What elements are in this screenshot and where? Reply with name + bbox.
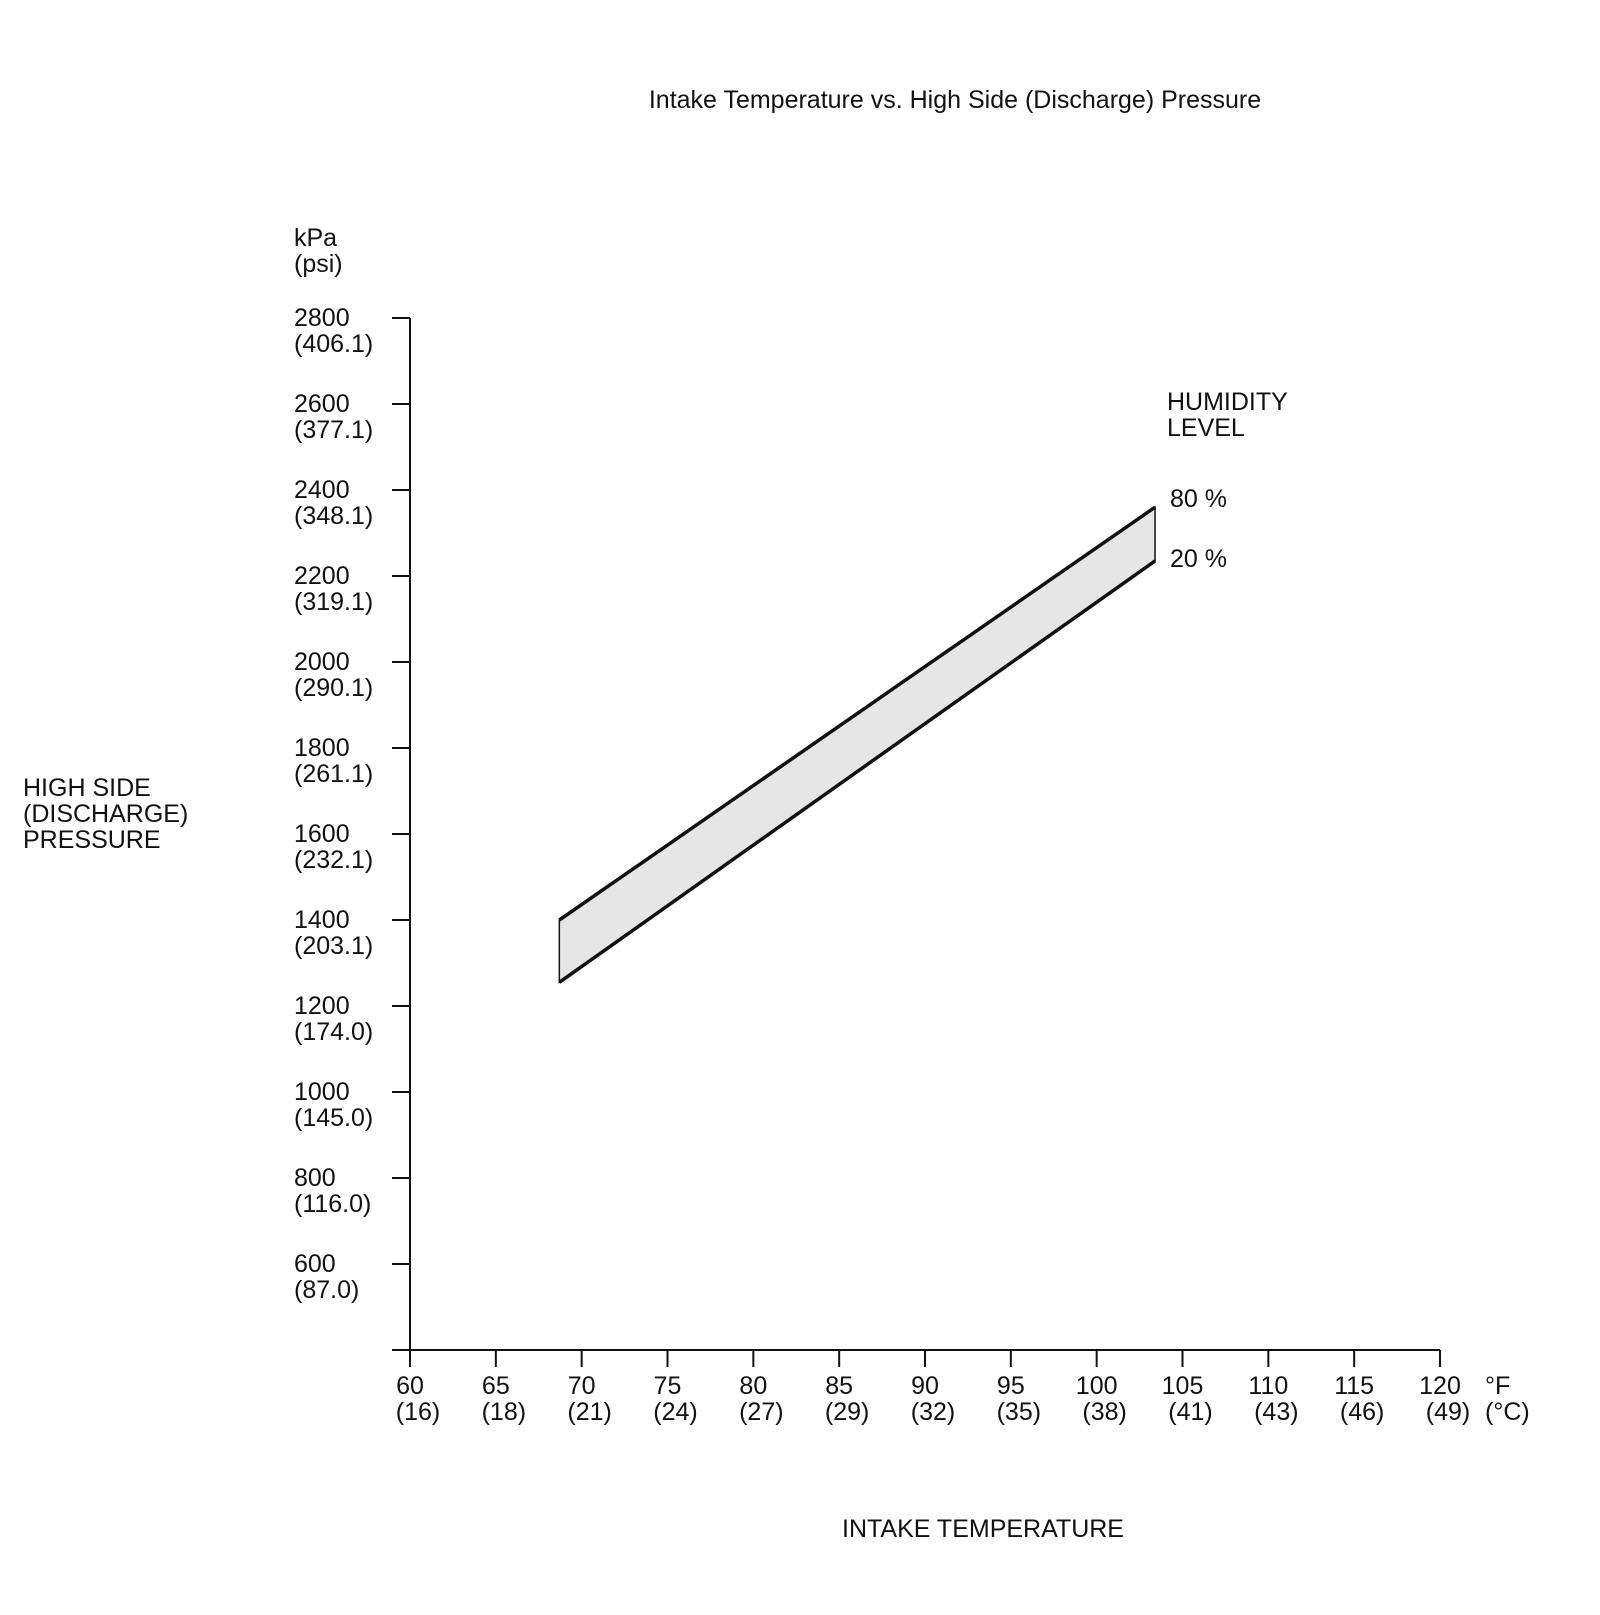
x-tick-label-celsius: (24) xyxy=(653,1398,697,1426)
x-tick-label-celsius: (38) xyxy=(1082,1398,1126,1426)
y-axis-title-line: (DISCHARGE) xyxy=(23,800,188,828)
x-tick-label-celsius: (27) xyxy=(739,1398,783,1426)
y-tick-label: 2400 xyxy=(294,476,350,504)
y-tick-label-psi: (87.0) xyxy=(294,1276,359,1304)
x-tick-label-celsius: (32) xyxy=(911,1398,955,1426)
x-tick-label-celsius: (29) xyxy=(825,1398,869,1426)
y-tick-label: 2000 xyxy=(294,648,350,676)
x-tick-label: 65 xyxy=(482,1372,510,1400)
x-tick-label: 70 xyxy=(568,1372,596,1400)
y-tick-label-psi: (203.1) xyxy=(294,932,373,960)
x-tick-label: 95 xyxy=(997,1372,1025,1400)
x-ticks: 60(16)65(18)70(21)75(24)80(27)85(29)90(3… xyxy=(396,1350,1470,1426)
y-axis-title-line: PRESSURE xyxy=(23,826,161,854)
y-tick-label-psi: (145.0) xyxy=(294,1104,373,1132)
y-tick-label: 1600 xyxy=(294,820,350,848)
y-tick-label-psi: (174.0) xyxy=(294,1018,373,1046)
series-label: 80 % xyxy=(1170,485,1227,513)
x-tick-label-celsius: (21) xyxy=(567,1398,611,1426)
x-unit-f: °F xyxy=(1485,1372,1510,1400)
x-tick-label: 110 xyxy=(1248,1372,1288,1400)
series-line-humidity-80 xyxy=(558,505,1157,922)
y-tick-label-psi: (406.1) xyxy=(294,330,373,358)
series-label: 20 % xyxy=(1170,545,1227,573)
y-tick-label: 2800 xyxy=(294,304,350,332)
y-axis-title-line: HIGH SIDE xyxy=(23,774,151,802)
x-tick-label: 80 xyxy=(739,1372,767,1400)
x-tick-label: 115 xyxy=(1334,1372,1374,1400)
x-tick-label-celsius: (16) xyxy=(396,1398,440,1426)
x-axis-title: INTAKE TEMPERATURE xyxy=(842,1515,1124,1543)
series-lines xyxy=(558,505,1157,984)
y-tick-label-psi: (116.0) xyxy=(294,1190,371,1218)
axes xyxy=(392,318,1440,1351)
series-labels: 80 % 20 % xyxy=(1170,485,1227,573)
y-tick-label-psi: (377.1) xyxy=(294,416,373,444)
y-unit-kpa: kPa xyxy=(294,224,337,252)
y-tick-label-psi: (348.1) xyxy=(294,502,373,530)
y-tick-label-psi: (232.1) xyxy=(294,846,373,874)
y-axis-title: HIGH SIDE (DISCHARGE) PRESSURE xyxy=(23,774,188,854)
x-tick-label-celsius: (49) xyxy=(1426,1398,1470,1426)
x-tick-label: 90 xyxy=(911,1372,939,1400)
y-tick-label: 1000 xyxy=(294,1078,350,1106)
humidity-band-area xyxy=(558,505,1156,984)
humidity-band xyxy=(558,505,1156,984)
x-tick-label-celsius: (46) xyxy=(1340,1398,1384,1426)
x-tick-label: 120 xyxy=(1419,1372,1461,1400)
y-tick-label: 1400 xyxy=(294,906,350,934)
y-unit-psi: (psi) xyxy=(294,250,343,278)
x-tick-label: 100 xyxy=(1076,1372,1118,1400)
y-tick-label: 800 xyxy=(294,1164,336,1192)
x-tick-label: 75 xyxy=(654,1372,682,1400)
legend-title-line: LEVEL xyxy=(1167,414,1245,442)
x-tick-label-celsius: (18) xyxy=(482,1398,526,1426)
x-unit-c: (°C) xyxy=(1485,1398,1530,1426)
y-tick-label: 2200 xyxy=(294,562,350,590)
y-tick-label-psi: (261.1) xyxy=(294,760,373,788)
x-tick-label: 85 xyxy=(825,1372,853,1400)
x-tick-label-celsius: (43) xyxy=(1254,1398,1298,1426)
x-unit-label: °F (°C) xyxy=(1485,1372,1530,1426)
series-line-humidity-20 xyxy=(558,559,1157,984)
y-tick-label: 600 xyxy=(294,1250,336,1278)
legend-title: HUMIDITY LEVEL xyxy=(1167,388,1288,442)
legend-title-line: HUMIDITY xyxy=(1167,388,1288,416)
chart-title: Intake Temperature vs. High Side (Discha… xyxy=(649,86,1261,114)
y-tick-label: 1200 xyxy=(294,992,350,1020)
y-tick-label: 1800 xyxy=(294,734,350,762)
y-tick-label-psi: (319.1) xyxy=(294,588,373,616)
y-ticks: 2800(406.1) 2600(377.1) 2400(348.1) 2200(31… xyxy=(294,304,410,1304)
x-tick-label: 105 xyxy=(1162,1372,1204,1400)
y-tick-label: 2600 xyxy=(294,390,350,418)
x-tick-label-celsius: (41) xyxy=(1168,1398,1212,1426)
y-tick-label-psi: (290.1) xyxy=(294,674,373,702)
x-tick-label-celsius: (35) xyxy=(997,1398,1041,1426)
y-unit-label: kPa (psi) xyxy=(294,224,343,278)
x-tick-label: 60 xyxy=(396,1372,424,1400)
